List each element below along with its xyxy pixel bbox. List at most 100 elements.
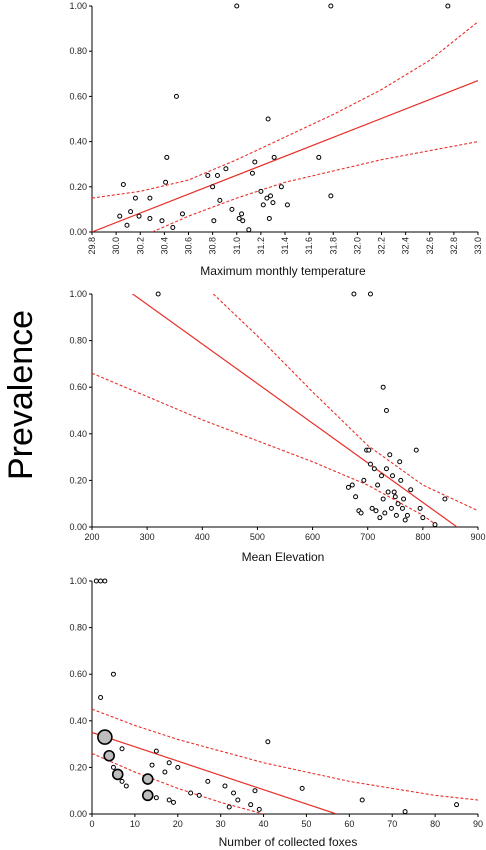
data-point (153, 795, 159, 801)
data-point (252, 159, 258, 165)
data-point (170, 224, 176, 230)
y-tick-label: 0.60 (69, 669, 87, 679)
y-tick-label: 0.40 (69, 716, 87, 726)
x-tick-label: 800 (415, 532, 430, 542)
temperature-scatter-panel: 0.00 0.20 0.40 0.60 0.80 1.00 29.8 30.0 30.2 30.4… (69, 1, 483, 278)
data-point (361, 477, 367, 483)
x-tick-label: 70 (387, 819, 397, 829)
x-tick-label: 33.0 (473, 237, 483, 255)
y-tick-label: 0.20 (69, 475, 87, 485)
data-point (385, 489, 391, 495)
data-point (417, 505, 423, 511)
data-point (397, 459, 403, 465)
regression-line (92, 80, 478, 232)
x-tick-label: 40 (259, 819, 269, 829)
x-tick-label: 900 (470, 532, 485, 542)
data-point (159, 218, 165, 224)
data-point (98, 578, 104, 584)
lower-confidence-line (92, 752, 264, 814)
x-tick-label: 60 (344, 819, 354, 829)
data-point (170, 799, 176, 805)
data-point (258, 188, 264, 194)
y-tick-label: 1.00 (69, 1, 87, 11)
data-point (387, 452, 393, 458)
foxes-scatter-panel: 0.00 0.20 0.40 0.60 0.80 1.00 0 10 20 30 40 50 60 70 8… (69, 576, 483, 849)
data-point (380, 496, 386, 502)
y-tick-label: 0.20 (69, 762, 87, 772)
data-point (229, 206, 235, 212)
data-point (271, 154, 277, 160)
data-point (382, 510, 388, 516)
data-point (98, 695, 104, 700)
x-tick-label: 30.8 (208, 237, 218, 255)
data-point (377, 515, 383, 521)
data-point (166, 760, 172, 766)
data-point (351, 291, 357, 297)
foxes-scatter-marks: 0.00 0.20 0.40 0.60 0.80 1.00 0 10 20 30 40 50 60 70 8… (69, 576, 483, 829)
data-point (260, 202, 266, 208)
data-point (420, 515, 426, 521)
data-point (249, 170, 255, 176)
data-point (391, 489, 397, 495)
data-point (222, 783, 228, 789)
data-point (234, 3, 240, 9)
data-point (278, 184, 284, 190)
data-point (358, 510, 364, 516)
x-axis-label: Number of collected foxes (219, 835, 358, 849)
data-point (111, 768, 124, 781)
data-point (442, 496, 448, 502)
y-tick-label: 0.20 (69, 182, 87, 192)
regression-line (92, 731, 337, 814)
data-point (102, 578, 108, 584)
x-tick-label: 400 (195, 532, 210, 542)
x-tick-label: 80 (430, 819, 440, 829)
x-tick-label: 32.8 (449, 237, 459, 255)
data-point (164, 154, 170, 160)
data-point (117, 213, 123, 219)
data-point (128, 209, 134, 215)
x-tick-label: 20 (173, 819, 183, 829)
data-point (392, 494, 398, 500)
data-point (246, 227, 252, 233)
x-tick-label: 600 (305, 532, 320, 542)
data-point (179, 211, 185, 217)
x-tick-label: 31.4 (280, 237, 290, 255)
x-tick-label: 31.0 (232, 237, 242, 255)
data-point (367, 461, 373, 467)
x-tick-label: 32.6 (425, 237, 435, 255)
data-point (163, 179, 169, 185)
data-point (223, 166, 229, 172)
data-point (345, 484, 351, 490)
data-point (119, 746, 125, 752)
x-tick-label: 90 (473, 819, 483, 829)
x-tick-label: 30.4 (159, 237, 169, 255)
x-tick-label: 31.6 (304, 237, 314, 255)
y-tick-label: 0.80 (69, 623, 87, 633)
x-tick-label: 30 (216, 819, 226, 829)
data-point (235, 797, 241, 803)
x-tick-label: 700 (360, 532, 375, 542)
data-point (119, 778, 125, 784)
upper-confidence-line (212, 294, 478, 512)
y-tick-label: 0.80 (69, 336, 87, 346)
data-point (404, 512, 410, 518)
data-point (369, 505, 375, 511)
y-tick-label: 1.00 (69, 576, 87, 586)
data-point (141, 789, 154, 802)
data-point (366, 447, 372, 453)
data-point (401, 496, 407, 502)
x-tick-label: 32.4 (401, 237, 411, 255)
data-point (123, 783, 129, 789)
data-point (120, 182, 126, 188)
data-point (393, 512, 399, 518)
data-point (383, 466, 389, 472)
data-point (349, 482, 355, 488)
y-tick-label: 1.00 (69, 289, 87, 299)
y-tick-label: 0.60 (69, 382, 87, 392)
data-point (316, 154, 322, 160)
data-point (110, 671, 116, 677)
data-point (256, 806, 262, 812)
data-point (328, 3, 334, 9)
data-point (147, 195, 153, 201)
data-point (402, 809, 408, 815)
